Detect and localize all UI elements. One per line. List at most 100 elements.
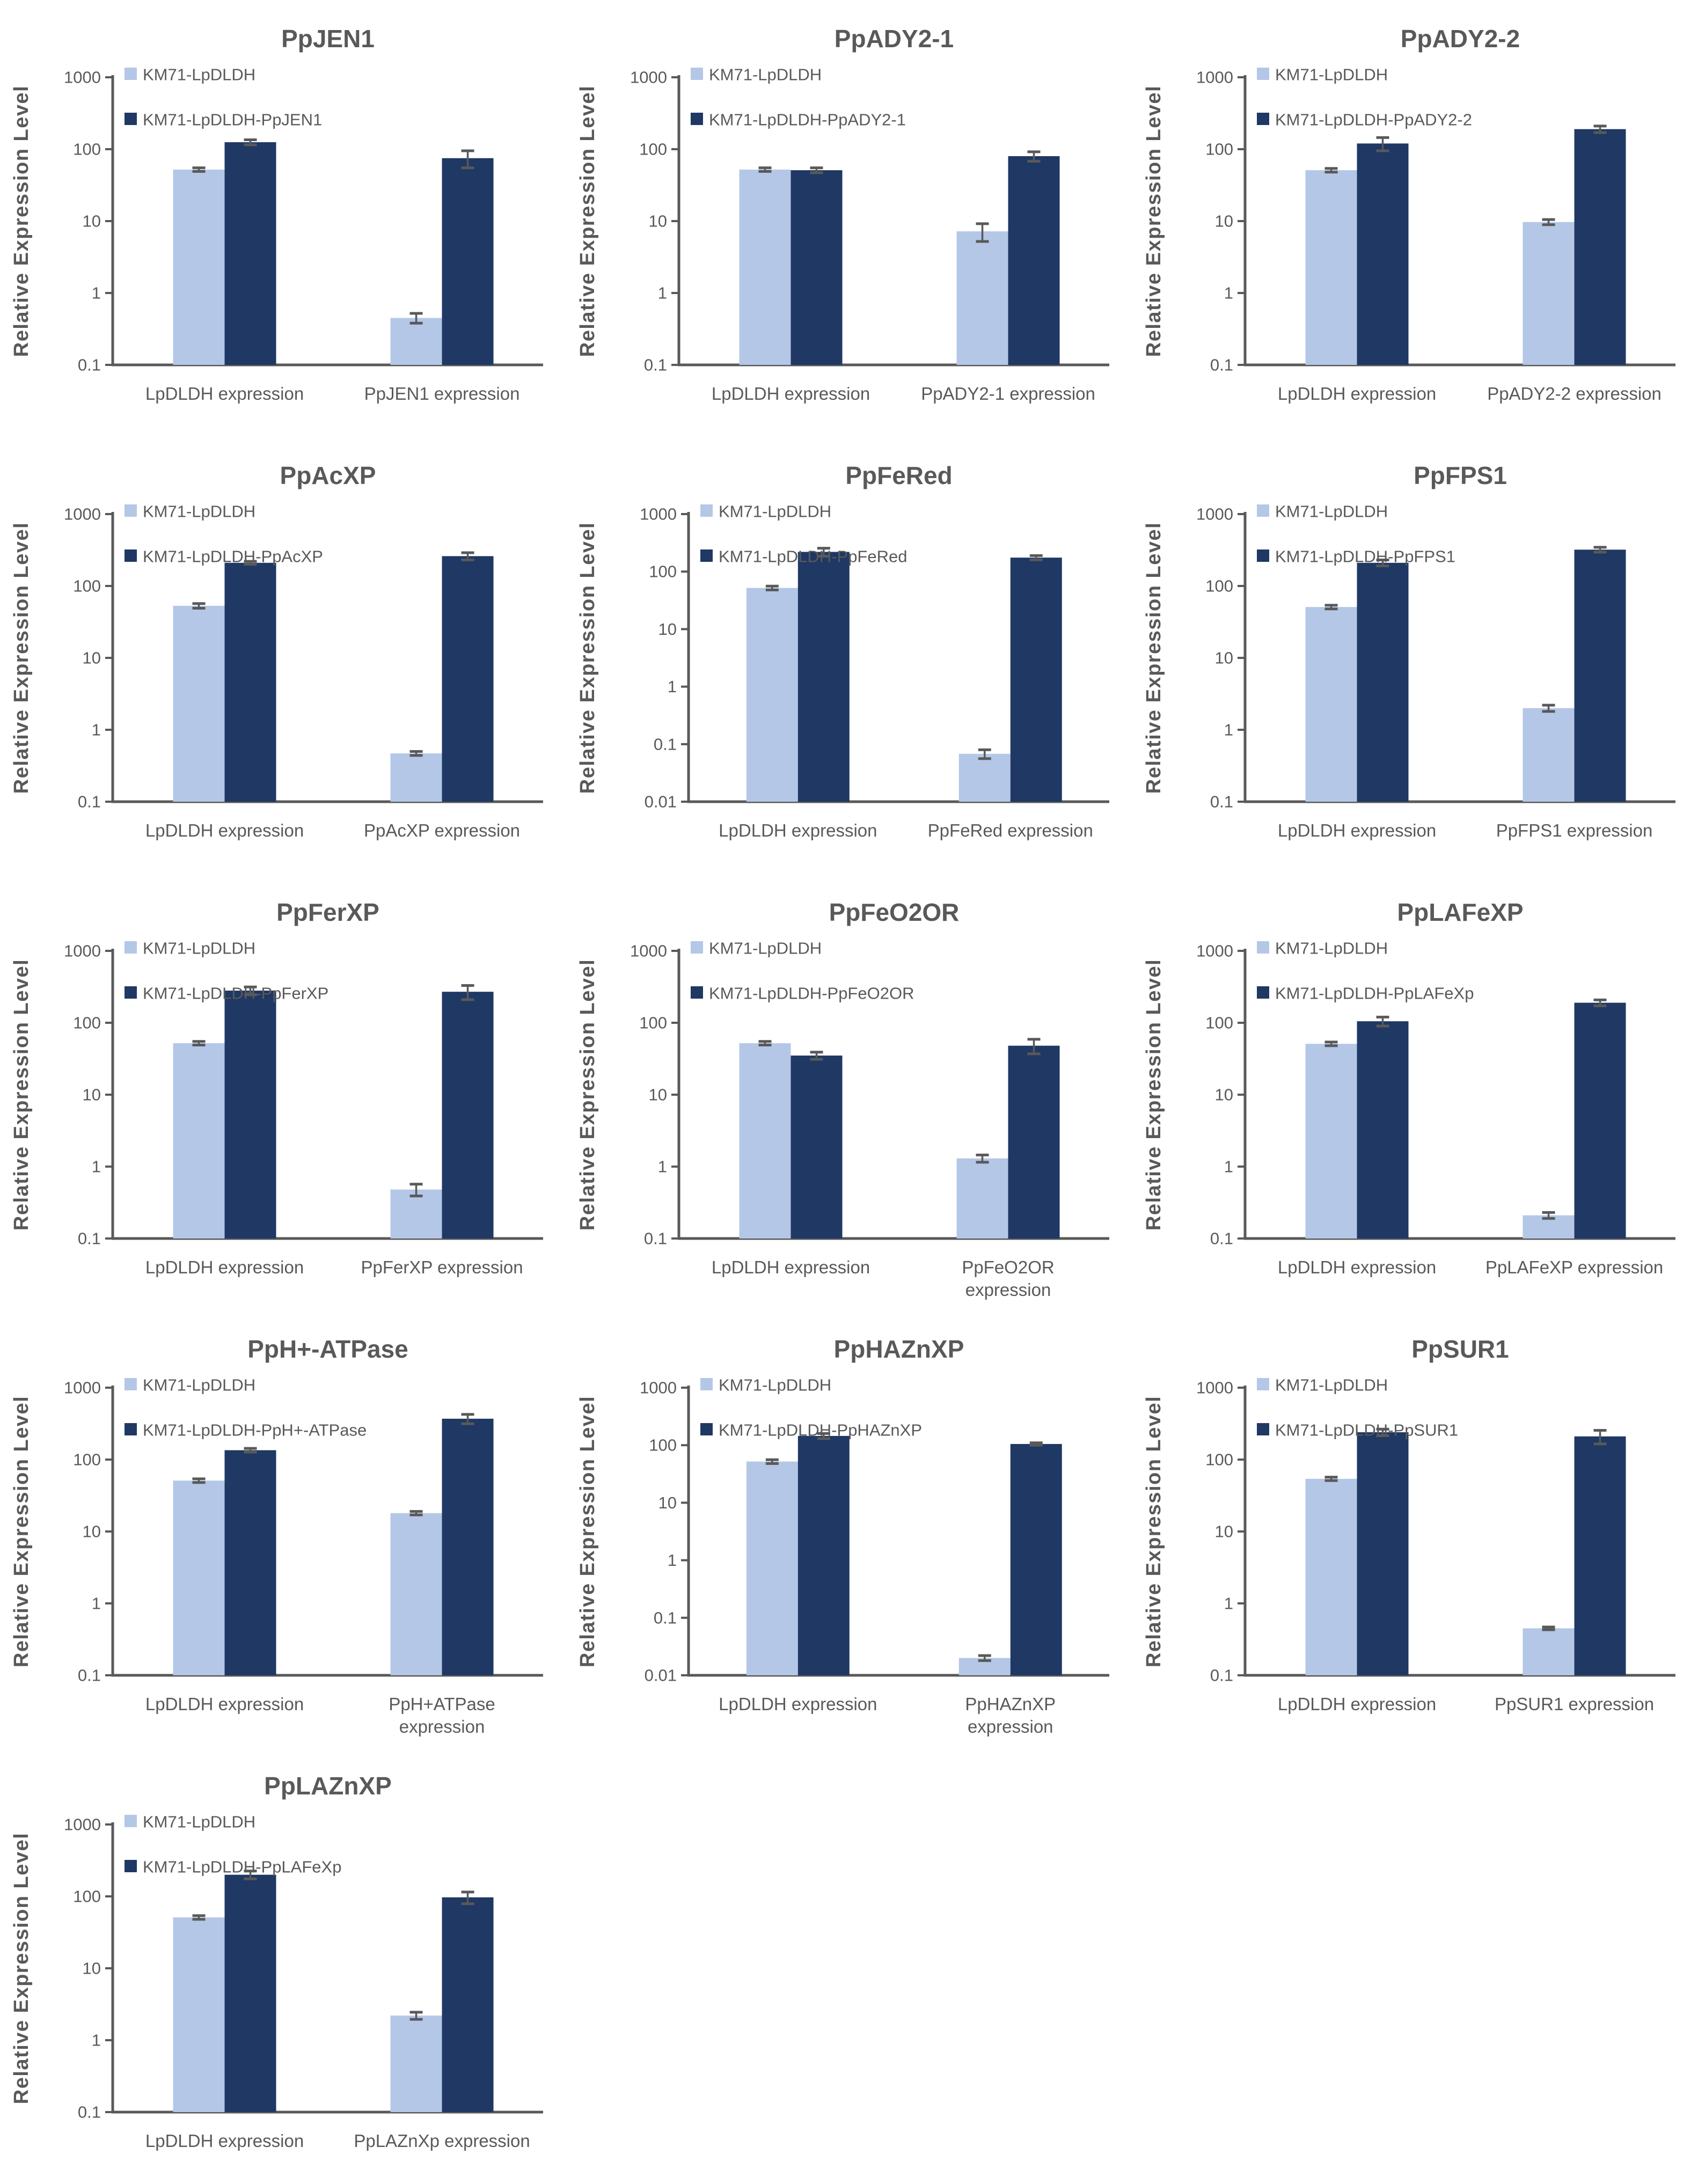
chart-PpADY2-2: PpADY2-2 Relative Expression Level 1000 100…	[1132, 0, 1698, 437]
chart-title: PpLAZnXP	[264, 1772, 392, 1800]
x-category-label: LpDLDH expression	[719, 820, 877, 840]
bar-light-group2	[956, 231, 1008, 365]
bar-dark-group1	[1357, 562, 1409, 802]
bar-dark-group1	[224, 1874, 276, 2112]
y-axis-title: Relative Expression Level	[10, 1833, 33, 2104]
x-category-label: LpDLDH expression	[1278, 1257, 1436, 1277]
chart-title: PpJEN1	[281, 25, 375, 53]
legend-label: KM71-LpDLDH-PpLAFeXp	[1275, 984, 1474, 1003]
chart-title: PpFPS1	[1414, 461, 1507, 489]
y-tick-label: 100	[649, 1436, 677, 1455]
bar-light-group1	[739, 170, 791, 365]
legend-label: KM71-LpDLDH-PpFeO2OR	[709, 984, 914, 1003]
y-axis-title: Relative Expression Level	[1143, 85, 1165, 357]
y-tick-label: 1	[92, 721, 101, 739]
legend-label: KM71-LpDLDH-PpJEN1	[143, 111, 322, 129]
y-tick-label: 10	[649, 212, 667, 231]
bar-dark-group2	[1010, 1443, 1062, 1675]
bar-dark-group2	[442, 556, 494, 802]
chart-PpAcXP: PpAcXP Relative Expression Level 1000 100 10…	[0, 437, 566, 874]
y-tick-label: 10	[83, 212, 101, 231]
y-tick-label: 1000	[64, 1815, 101, 1834]
bar-dark-group1	[1357, 143, 1409, 365]
x-category-label: LpDLDH expression	[145, 1694, 304, 1714]
y-tick-label: 100	[1205, 577, 1233, 596]
bar-light-group2	[390, 2016, 442, 2112]
chart-title: PpFeRed	[845, 461, 952, 489]
legend-label: KM71-LpDLDH	[143, 939, 255, 958]
y-tick-label: 1000	[64, 942, 101, 961]
y-tick-label: 1000	[1196, 68, 1233, 87]
y-tick-label: 100	[1205, 1450, 1233, 1469]
bar-dark-group2	[1010, 558, 1062, 802]
legend-swatch	[1257, 1423, 1269, 1435]
y-tick-label: 0.01	[645, 793, 677, 811]
y-tick-label: 1000	[630, 68, 667, 87]
chart-PpADY2-1: PpADY2-1 Relative Expression Level 1000 100…	[566, 0, 1132, 437]
legend-swatch	[700, 1378, 713, 1390]
chart-PpSUR1: PpSUR1 Relative Expression Level 1000 100 10…	[1132, 1310, 1698, 1747]
x-category-label: LpDLDH expression	[145, 820, 304, 840]
bar-dark-group1	[1357, 1021, 1409, 1238]
y-tick-label: 100	[639, 1014, 667, 1032]
y-tick-label: 1	[668, 1551, 677, 1570]
legend-label: KM71-LpDLDH	[143, 1376, 255, 1395]
y-tick-label: 0.1	[78, 793, 101, 811]
legend-swatch	[125, 549, 137, 562]
x-category-label: PpH+ATPase expression	[389, 1694, 495, 1736]
y-tick-label: 10	[658, 620, 677, 639]
bar-light-group1	[173, 1481, 225, 1675]
bar-light-group1	[173, 605, 225, 802]
bar-dark-group2	[1574, 1002, 1626, 1238]
legend-label: KM71-LpDLDH	[709, 65, 822, 84]
bar-light-group2	[1523, 222, 1575, 365]
legend-swatch	[1257, 1378, 1269, 1390]
y-tick-label: 1000	[640, 505, 677, 524]
legend-swatch	[1257, 113, 1269, 125]
y-tick-label: 10	[658, 1493, 677, 1512]
y-axis-title: Relative Expression Level	[576, 522, 599, 794]
legend-label: KM71-LpDLDH	[1275, 1376, 1388, 1395]
y-tick-label: 10	[83, 649, 101, 668]
bar-dark-group1	[797, 1435, 850, 1675]
y-axis-title: Relative Expression Level	[10, 522, 33, 794]
legend-label: KM71-LpDLDH-PpADY2-1	[709, 111, 906, 129]
x-category-label: PpAcXP expression	[364, 820, 520, 840]
legend-swatch	[125, 1860, 137, 1872]
x-category-label: PpADY2-2 expression	[1487, 384, 1662, 404]
chart-PpFeO2OR: PpFeO2OR Relative Expression Level 1000 100…	[566, 874, 1132, 1310]
x-category-label: LpDLDH expression	[145, 1257, 304, 1277]
y-tick-label: 10	[649, 1086, 667, 1104]
bar-dark-group2	[1008, 156, 1060, 365]
chart-PpFeRed: PpFeRed Relative Expression Level 1000 100 1…	[566, 437, 1132, 874]
legend-label: KM71-LpDLDH-PpSUR1	[1275, 1421, 1458, 1440]
legend-swatch	[1257, 941, 1269, 954]
y-axis-title: Relative Expression Level	[1143, 1396, 1165, 1667]
legend-label: KM71-LpDLDH	[1275, 502, 1388, 521]
y-tick-label: 0.1	[1210, 1666, 1233, 1685]
y-tick-label: 0.1	[1210, 356, 1233, 375]
bar-light-group1	[1305, 1478, 1357, 1675]
bar-light-group1	[173, 1043, 225, 1238]
y-tick-label: 0.1	[78, 1666, 101, 1685]
legend-swatch	[125, 986, 137, 999]
y-tick-label: 100	[1205, 140, 1233, 159]
bar-dark-group1	[797, 552, 850, 802]
legend-label: KM71-LpDLDH	[1275, 65, 1388, 84]
chart-PpH+-ATPase: PpH+-ATPase Relative Expression Level 1000…	[0, 1310, 566, 1747]
bar-dark-group2	[1574, 129, 1626, 365]
bar-light-group2	[390, 753, 442, 802]
bar-light-group1	[173, 1917, 225, 2112]
bar-light-group2	[1523, 1628, 1575, 1675]
bar-dark-group1	[224, 991, 276, 1238]
bar-light-group1	[739, 1043, 791, 1238]
y-axis-title: Relative Expression Level	[1143, 959, 1165, 1230]
y-tick-label: 0.1	[654, 735, 677, 753]
y-tick-label: 100	[73, 577, 101, 596]
